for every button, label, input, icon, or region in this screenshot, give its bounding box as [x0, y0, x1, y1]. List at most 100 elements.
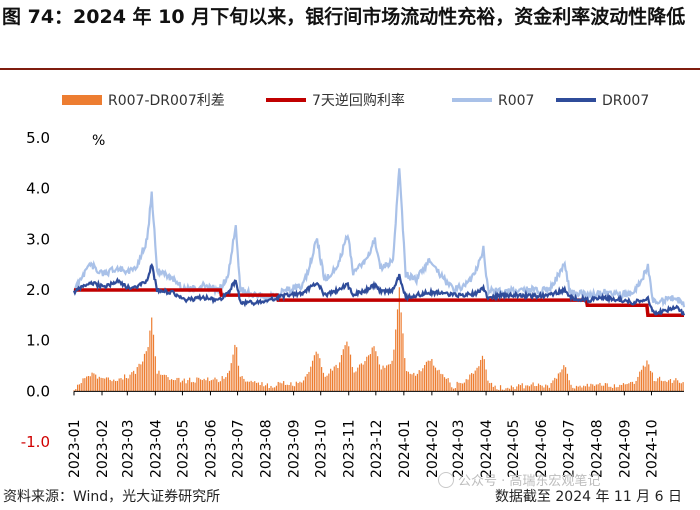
spread-bar — [145, 351, 147, 392]
spread-bar — [516, 386, 518, 392]
spread-bar — [378, 364, 381, 392]
spread-bar — [95, 374, 97, 392]
spread-bar — [333, 366, 335, 392]
spread-bar — [593, 385, 596, 392]
spread-bar — [601, 385, 603, 392]
spread-bar — [304, 376, 306, 392]
spread-bar — [487, 380, 489, 392]
spread-bar — [480, 359, 482, 392]
spread-bar — [118, 378, 120, 392]
spread-bar — [357, 367, 359, 392]
spread-bar — [261, 382, 263, 392]
spread-bar — [592, 384, 594, 392]
x-tick-label: 2023-10 — [314, 420, 330, 479]
spread-bar — [644, 366, 646, 392]
date-note: 数据截至 2024 年 11 月 6 日 — [494, 489, 682, 505]
spread-bar — [447, 378, 449, 392]
spread-bar — [250, 380, 252, 392]
spread-bar — [561, 369, 563, 392]
spread-bar — [331, 370, 334, 392]
spread-bars — [73, 287, 684, 392]
spread-bar — [100, 377, 102, 392]
spread-bar — [263, 386, 265, 392]
spread-bar — [360, 363, 362, 392]
spread-bar — [232, 354, 234, 392]
spread-bar — [176, 377, 178, 392]
x-tick-label: 2023-08 — [259, 420, 275, 479]
spread-bar — [604, 383, 606, 392]
spread-bar — [160, 374, 162, 392]
spread-bar — [183, 378, 185, 392]
spread-bar — [514, 389, 516, 392]
spread-bar — [172, 380, 175, 392]
spread-bar — [364, 361, 366, 392]
spread-bar — [161, 374, 164, 392]
y-tick-label: 3.0 — [26, 230, 50, 248]
spread-bar — [599, 382, 601, 392]
spread-bar — [151, 317, 153, 392]
spread-bar — [340, 354, 343, 392]
spread-bar — [93, 373, 95, 392]
spread-bar — [207, 377, 209, 392]
spread-bar — [279, 382, 281, 392]
x-tick-label: 2023-07 — [231, 420, 247, 479]
spread-bar — [319, 358, 321, 392]
spread-bar — [407, 371, 409, 392]
spread-bar — [321, 367, 323, 392]
spread-bar — [313, 355, 315, 392]
spread-bar — [236, 347, 238, 392]
spread-bar — [404, 358, 406, 392]
spread-bar — [534, 386, 536, 392]
spread-bar — [344, 345, 346, 392]
spread-bar — [429, 360, 431, 392]
spread-bar — [415, 375, 417, 392]
spread-bar — [615, 387, 617, 392]
spread-bar — [174, 380, 176, 392]
spread-bar — [270, 385, 272, 392]
spread-bar — [227, 373, 229, 392]
spread-bar — [134, 373, 137, 392]
spread-bar — [237, 365, 240, 392]
spread-bar — [396, 309, 399, 392]
spread-bar — [104, 378, 106, 392]
spread-bar — [248, 381, 250, 392]
spread-bar — [349, 354, 352, 392]
spread-bar — [568, 380, 570, 392]
spread-bar — [586, 383, 588, 392]
y-tick-label: 1.0 — [26, 332, 50, 350]
spread-bar — [409, 373, 411, 392]
spread-bar — [301, 382, 303, 392]
spread-bar — [105, 377, 108, 392]
spread-bar — [335, 364, 337, 392]
spread-bar — [326, 375, 328, 392]
spread-bar — [284, 384, 287, 392]
spread-bar — [460, 383, 462, 392]
spread-bar — [557, 373, 559, 392]
spread-bar — [73, 390, 75, 392]
spread-bar — [635, 380, 637, 392]
spread-bar — [225, 377, 227, 392]
spread-bar — [512, 387, 514, 392]
spread-bar — [563, 365, 565, 392]
spread-bar — [293, 386, 296, 392]
x-tick-label: 2023-09 — [287, 420, 303, 479]
spread-bar — [111, 381, 113, 392]
spread-bar — [646, 360, 648, 392]
spread-bar — [445, 378, 447, 392]
spread-bar — [369, 354, 372, 392]
spread-bar — [216, 379, 218, 392]
spread-bar — [87, 376, 90, 392]
spread-bar — [194, 382, 196, 392]
spread-bar — [266, 383, 268, 392]
spread-bar — [129, 374, 131, 392]
spread-bar — [310, 366, 312, 392]
spread-bar — [501, 389, 503, 392]
spread-bar — [424, 365, 426, 392]
spread-bar — [377, 356, 379, 392]
x-tick-label: 2024-10 — [644, 420, 660, 479]
spread-bar — [382, 365, 384, 392]
spread-bar — [633, 383, 635, 392]
spread-bar — [234, 344, 236, 392]
spread-bar — [581, 387, 583, 392]
spread-bar — [508, 388, 511, 392]
